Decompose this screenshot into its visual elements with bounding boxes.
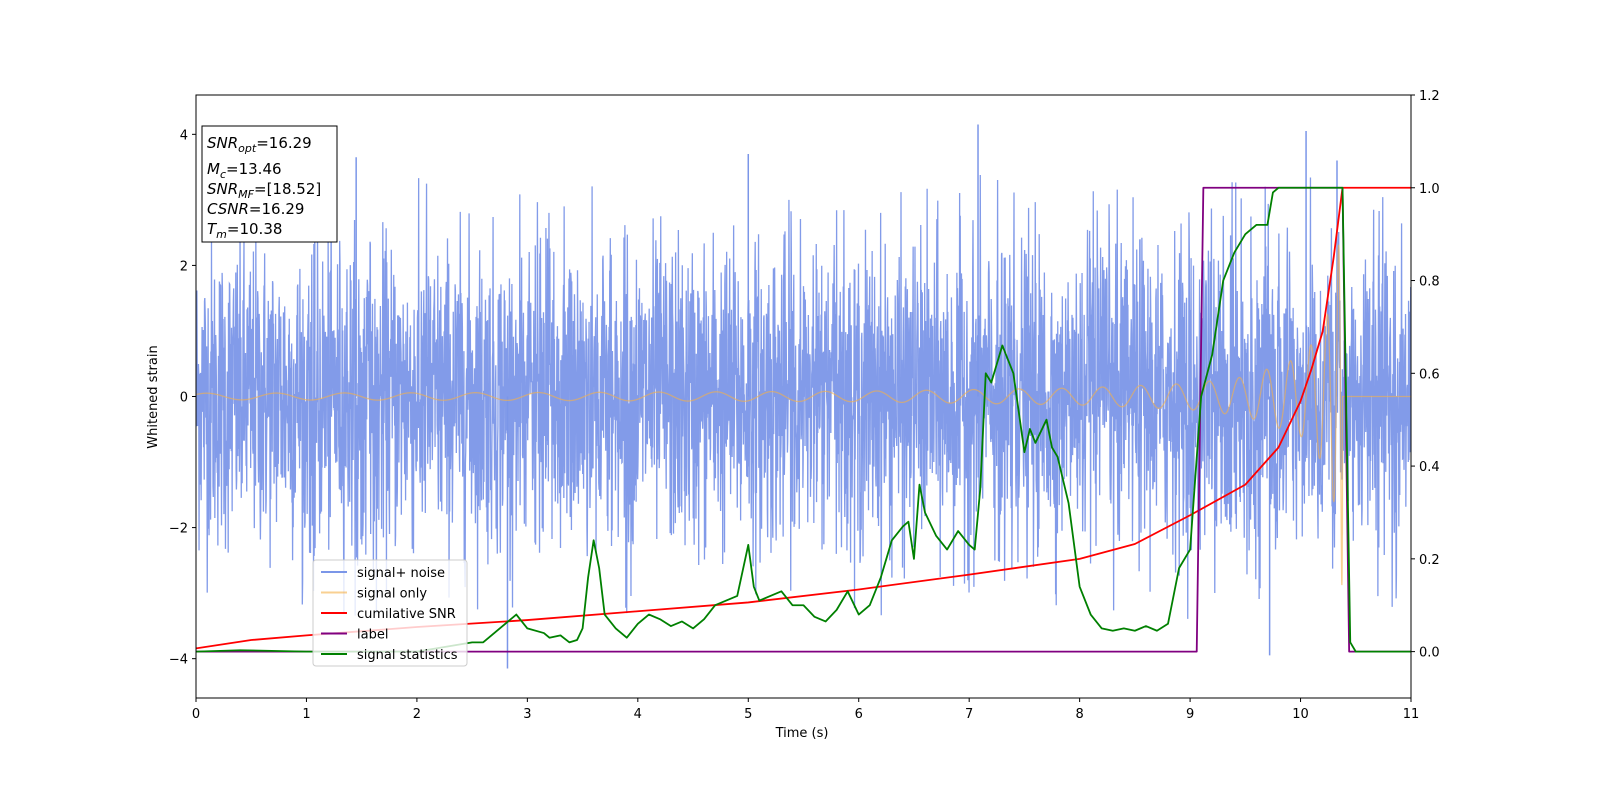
right-y-tick-label: 1.0 [1419, 182, 1440, 197]
left-y-tick-label: −2 [169, 522, 188, 537]
legend-label: signal+ noise [357, 566, 445, 581]
info-subscript: MF [238, 188, 254, 201]
left-y-axis-ticks: 4 2 0 −2 −4 [169, 128, 196, 668]
info-symbol: SNR [207, 180, 238, 198]
right-y-axis-ticks: 1.2 1.0 0.8 0.6 0.4 0.2 0.0 [1411, 89, 1440, 661]
legend-label: signal only [357, 587, 427, 602]
info-symbol: M [207, 160, 220, 178]
info-box-frame [201, 125, 338, 243]
right-y-tick-label: 0.2 [1419, 553, 1440, 568]
x-tick-label: 5 [744, 707, 752, 722]
info-symbol: CSNR [207, 200, 249, 218]
info-symbol: SNR [207, 134, 238, 152]
x-tick-label: 3 [523, 707, 531, 722]
x-tick-label: 9 [1186, 707, 1194, 722]
x-tick-label: 6 [855, 707, 863, 722]
left-y-tick-label: 2 [180, 259, 188, 274]
legend-label: signal statistics [357, 648, 458, 663]
left-y-tick-label: 0 [180, 391, 188, 406]
signal-statistics-line [196, 186, 1411, 653]
x-tick-label: 0 [192, 707, 200, 722]
info-line: CSNR=16.29 [207, 200, 304, 218]
legend-frame [312, 559, 468, 667]
left-y-tick-label: 4 [180, 128, 188, 143]
info-line: Tm=10.38 [207, 220, 282, 241]
x-tick-label: 10 [1292, 707, 1309, 722]
plot-area [196, 124, 1411, 669]
x-axis-title: Time (s) [775, 726, 829, 741]
x-tick-label: 1 [302, 707, 310, 722]
info-line: SNRMF=[18.52] [207, 180, 321, 201]
info-line: Mc=13.46 [207, 160, 282, 181]
info-symbol: T [207, 220, 218, 238]
info-value: =[18.52] [254, 180, 321, 198]
legend-items: signal+ noise signal only cumilative SNR la… [321, 566, 458, 663]
info-subscript: opt [238, 142, 257, 155]
info-value: =10.38 [227, 220, 283, 238]
info-value: =16.29 [249, 200, 305, 218]
info-value: =13.46 [226, 160, 282, 178]
right-y-tick-label: 0.6 [1419, 367, 1440, 382]
x-tick-label: 4 [634, 707, 642, 722]
signal-only-series [196, 244, 1411, 586]
x-tick-label: 2 [413, 707, 421, 722]
x-tick-label: 7 [965, 707, 973, 722]
info-lines: SNRopt=16.29Mc=13.46SNRMF=[18.52]CSNR=16… [207, 134, 321, 241]
info-box: SNRopt=16.29Mc=13.46SNRMF=[18.52]CSNR=16… [201, 125, 338, 243]
info-line: SNRopt=16.29 [207, 134, 312, 155]
x-tick-label: 11 [1403, 707, 1420, 722]
info-value: =16.29 [256, 134, 312, 152]
right-y-tick-label: 0.4 [1419, 460, 1440, 475]
x-axis-ticks: 0 1 2 3 4 5 6 7 8 9 10 11 [192, 698, 1419, 722]
info-subscript: m [216, 228, 227, 241]
info-subscript: c [220, 168, 226, 181]
right-y-tick-label: 0.8 [1419, 275, 1440, 290]
legend-label: cumilative SNR [357, 607, 456, 622]
right-y-tick-label: 1.2 [1419, 89, 1440, 104]
signal-noise-line [196, 175, 1411, 619]
left-y-tick-label: −4 [169, 653, 188, 668]
signal-noise-series [196, 124, 1411, 669]
legend: signal+ noise signal only cumilative SNR la… [312, 559, 468, 667]
legend-label: label [357, 628, 388, 643]
right-y-tick-label: 0.0 [1419, 646, 1440, 661]
x-tick-label: 8 [1075, 707, 1083, 722]
y-axis-title: Whitened strain [146, 345, 161, 448]
signal-only-line [196, 244, 1411, 586]
